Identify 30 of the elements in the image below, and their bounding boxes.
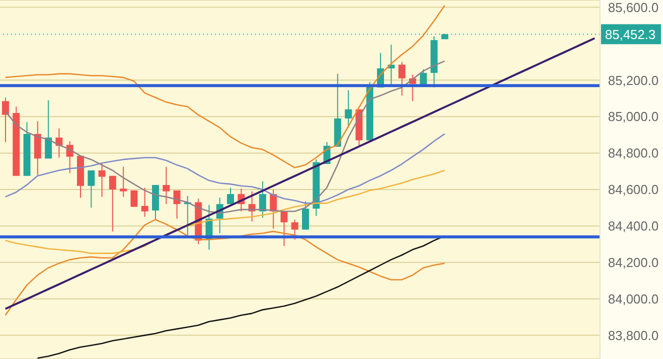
candlestick — [302, 200, 309, 230]
y-tick-label: 84,600.0 — [608, 182, 659, 198]
candlestick — [259, 180, 266, 218]
line-series — [4, 4, 446, 168]
candlestick — [98, 164, 106, 198]
candlestick — [398, 61, 406, 96]
candlestick — [141, 187, 148, 218]
y-tick-label: 85,600.0 — [608, 0, 659, 15]
candlestick — [88, 170, 95, 208]
y-tick-label: 84,200.0 — [608, 255, 659, 270]
y-tick-label: 85,200.0 — [608, 72, 659, 88]
y-tick-label: 84,000.0 — [608, 291, 659, 306]
line-series — [4, 218, 446, 316]
candlestick — [44, 100, 52, 160]
y-tick-label: 85,000.0 — [608, 109, 659, 124]
candlestick — [280, 210, 288, 247]
y-tick-label: 83,800.0 — [608, 328, 659, 343]
line-series — [4, 37, 596, 310]
y-tick-label: 84,400.0 — [608, 218, 659, 234]
candlestick — [130, 190, 138, 208]
candlestick — [109, 175, 116, 232]
candlestick — [162, 166, 170, 205]
ref-line-label: 85,452.3 — [605, 27, 656, 42]
candlestick — [2, 96, 9, 143]
line-series — [4, 170, 446, 254]
candlestick — [344, 90, 352, 128]
y-tick-label: 84,800.0 — [608, 146, 659, 161]
candlestick — [120, 166, 127, 198]
candlestick — [227, 187, 234, 205]
candlestick — [291, 219, 298, 240]
